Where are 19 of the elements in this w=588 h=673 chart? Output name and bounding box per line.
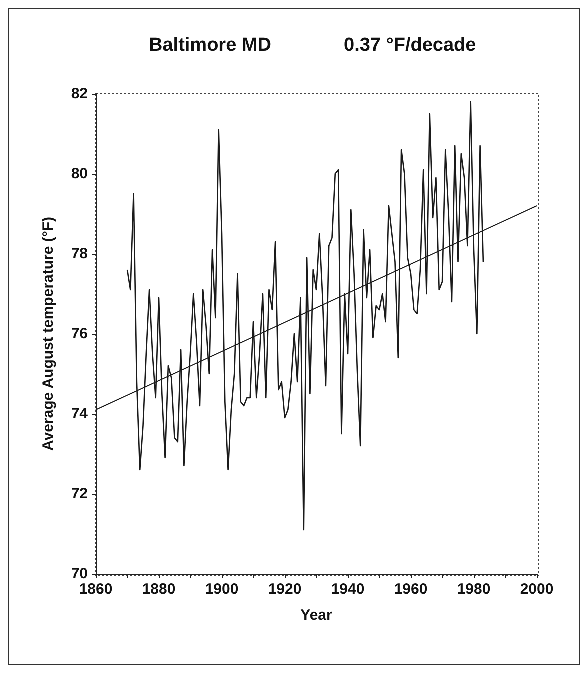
y-tick-label: 72 (71, 486, 88, 502)
y-tick-label: 74 (71, 406, 89, 422)
y-tick-label: 76 (71, 326, 88, 342)
x-tick-label: 1960 (394, 581, 428, 598)
chart-title: Baltimore MD (149, 35, 272, 56)
x-tick-label: 1920 (268, 581, 302, 598)
x-tick-label: 1940 (331, 581, 365, 598)
chart-subtitle: 0.37 °F/decade (344, 35, 476, 56)
y-tick-label: 70 (71, 566, 88, 582)
x-tick-label: 1900 (205, 581, 239, 598)
x-tick-label: 1880 (142, 581, 176, 598)
x-axis-title: Year (300, 607, 333, 624)
y-axis-title: Average August temperature (°F) (40, 216, 57, 452)
x-tick-label: 1860 (79, 581, 113, 598)
x-tick-label: 1980 (457, 581, 491, 598)
y-tick-label: 80 (71, 166, 88, 182)
y-tick-label: 82 (71, 86, 88, 102)
y-tick-label: 78 (71, 246, 88, 262)
x-tick-label: 2000 (520, 581, 554, 598)
